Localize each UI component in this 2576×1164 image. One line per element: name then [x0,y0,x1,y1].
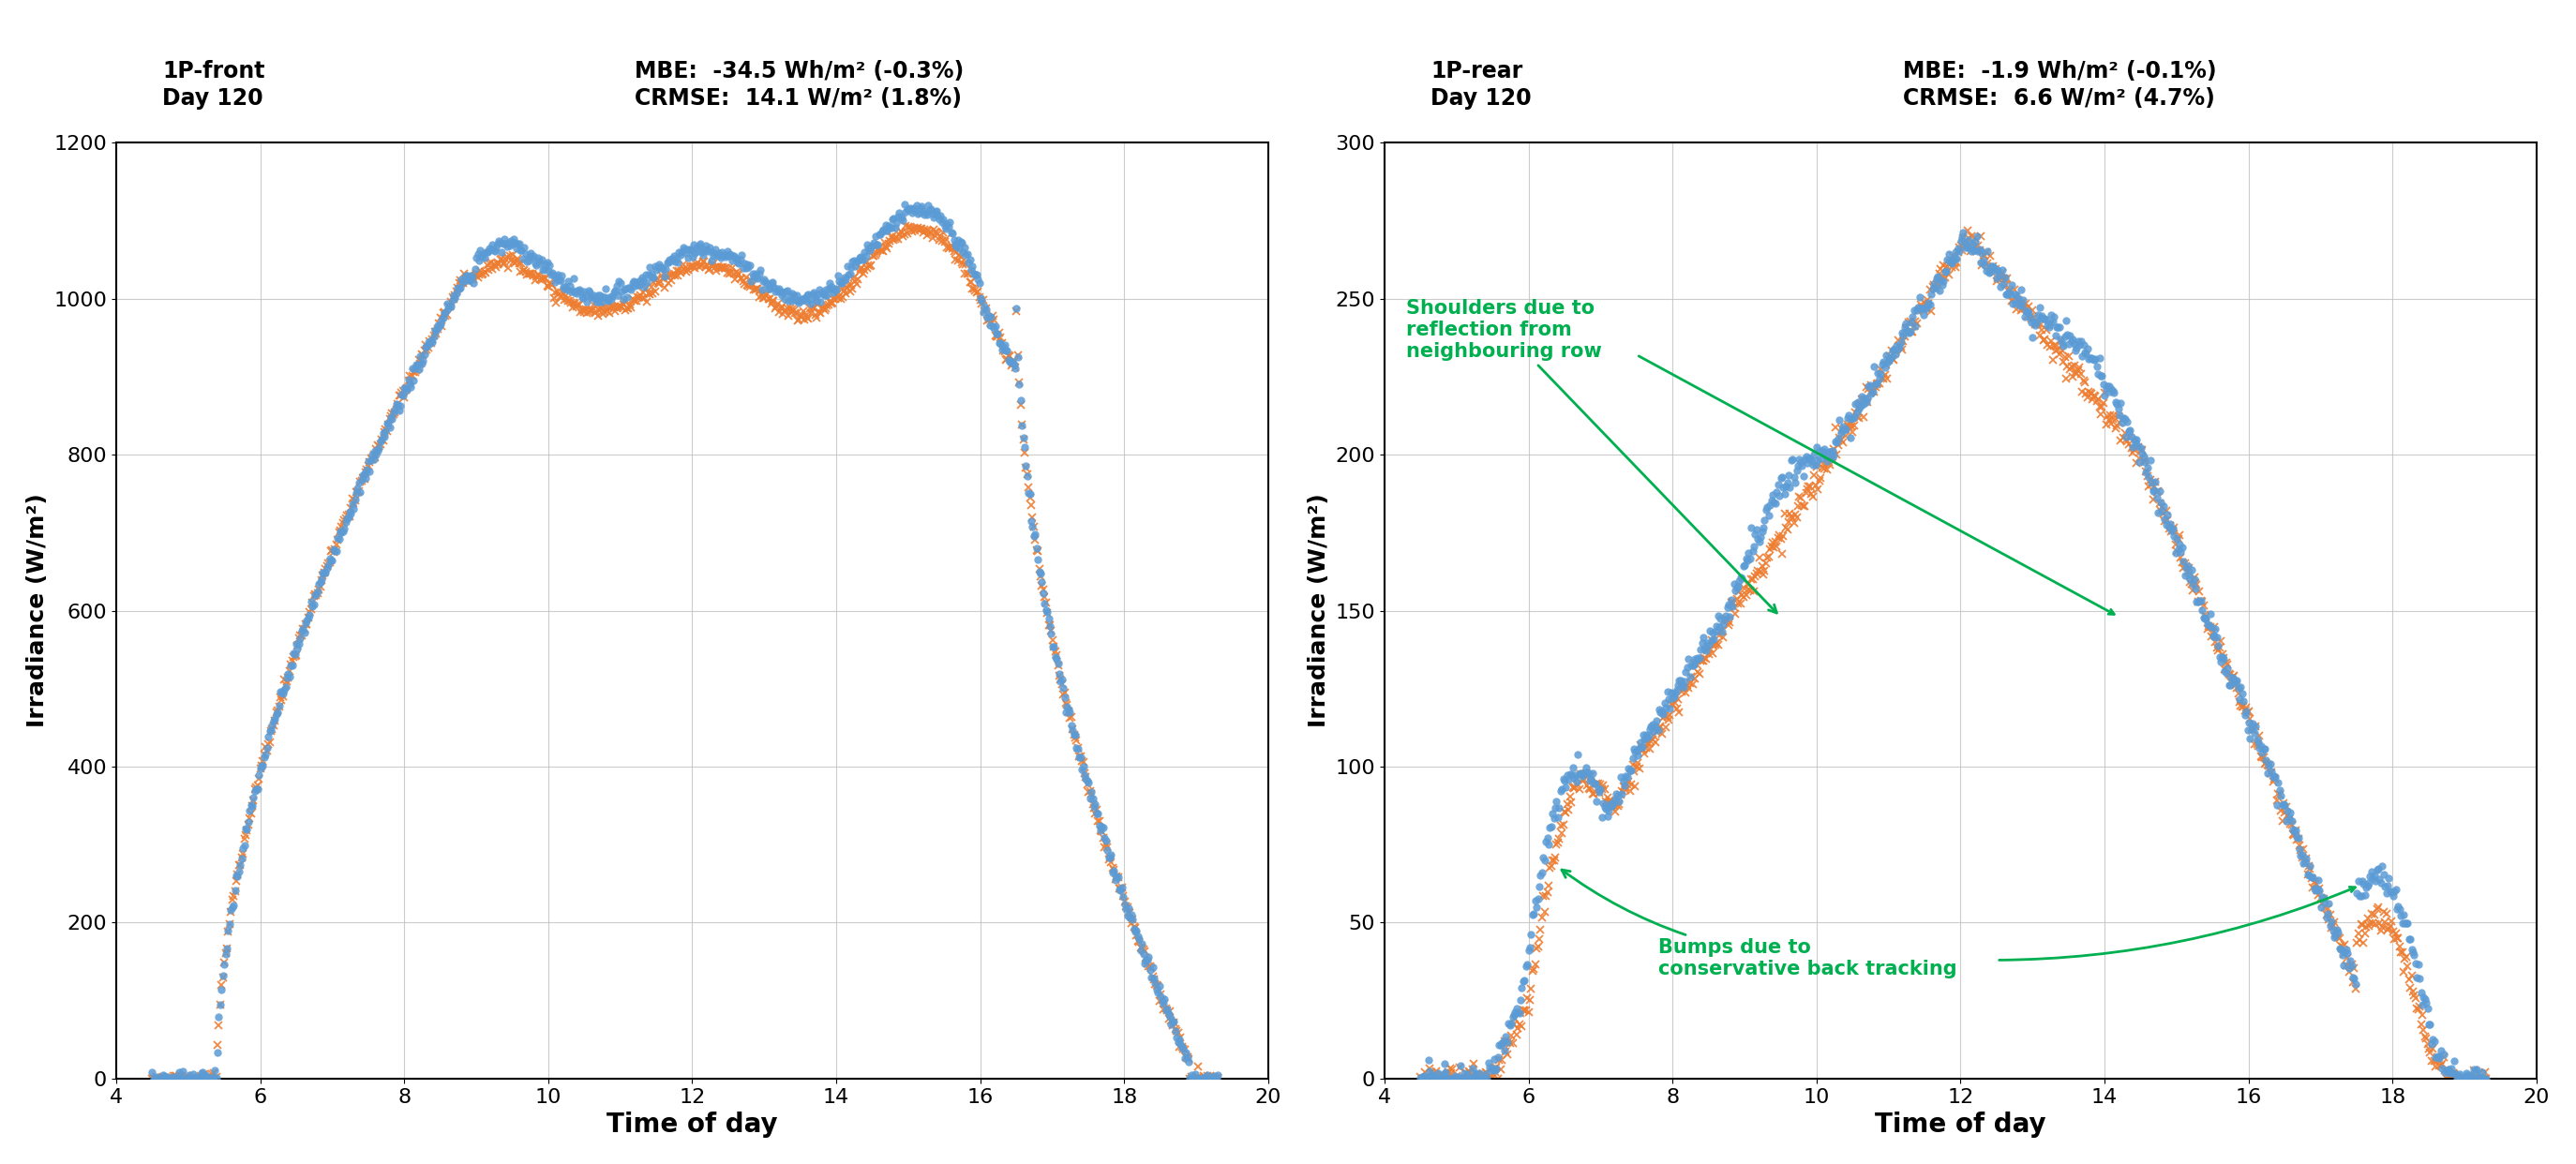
X-axis label: Time of day: Time of day [608,1112,778,1138]
Text: Bumps due to
conservative back tracking: Bumps due to conservative back tracking [1561,870,1958,979]
Text: 1P-front
Day 120: 1P-front Day 120 [162,59,265,109]
Text: Shoulders due to
reflection from
neighbouring row: Shoulders due to reflection from neighbo… [1406,299,1777,613]
X-axis label: Time of day: Time of day [1875,1112,2045,1138]
Text: MBE:  -34.5 Wh/m² (-0.3%)
CRMSE:  14.1 W/m² (1.8%): MBE: -34.5 Wh/m² (-0.3%) CRMSE: 14.1 W/m… [634,59,963,109]
Y-axis label: Irradiance (W/m²): Irradiance (W/m²) [26,494,49,728]
Y-axis label: Irradiance (W/m²): Irradiance (W/m²) [1309,494,1329,728]
Text: MBE:  -1.9 Wh/m² (-0.1%)
CRMSE:  6.6 W/m² (4.7%): MBE: -1.9 Wh/m² (-0.1%) CRMSE: 6.6 W/m² … [1904,59,2215,109]
Text: 1P-rear
Day 120: 1P-rear Day 120 [1430,59,1533,109]
